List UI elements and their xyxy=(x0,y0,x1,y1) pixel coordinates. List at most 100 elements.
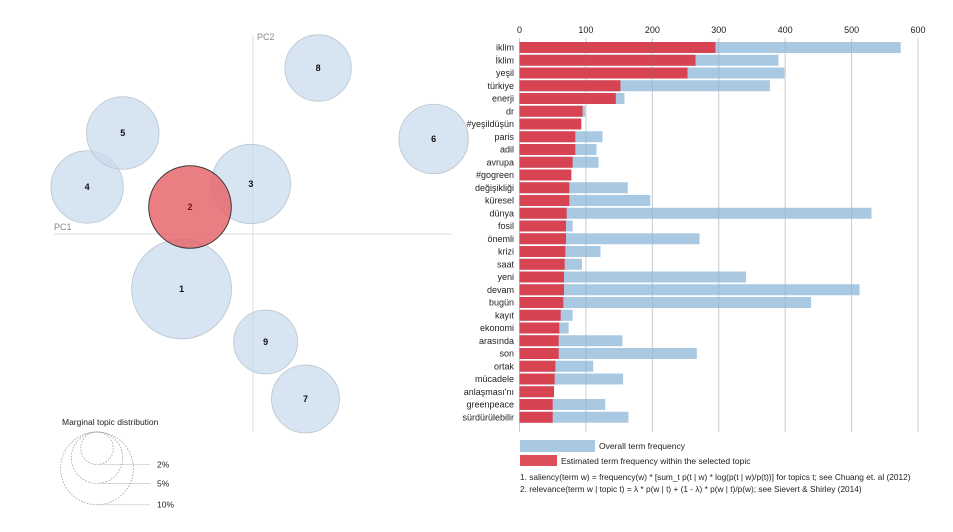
bar-overall[interactable] xyxy=(519,348,697,359)
term-label[interactable]: #gogreen xyxy=(476,170,514,180)
bar-topic[interactable] xyxy=(519,246,566,257)
term-label[interactable]: kayıt xyxy=(495,310,515,320)
term-row[interactable]: yeşil xyxy=(496,67,785,79)
bar-overall[interactable] xyxy=(519,271,746,283)
bar-topic[interactable] xyxy=(519,195,570,206)
term-row[interactable]: değişikliği xyxy=(475,182,628,194)
topic-bubble-1[interactable]: 1 xyxy=(131,238,232,340)
term-row[interactable]: anlaşması'nı xyxy=(464,386,555,398)
bar-topic[interactable] xyxy=(519,169,572,181)
term-row[interactable]: ortak xyxy=(494,360,594,372)
term-row[interactable]: arasında xyxy=(479,335,623,347)
bar-topic[interactable] xyxy=(519,182,570,194)
term-label[interactable]: #yeşildüşün xyxy=(466,119,514,129)
bar-topic[interactable] xyxy=(519,233,566,245)
bar-topic[interactable] xyxy=(519,335,559,347)
bar-topic[interactable] xyxy=(519,42,716,53)
term-row[interactable]: #gogreen xyxy=(476,169,572,181)
term-label[interactable]: küresel xyxy=(485,196,514,206)
bar-overall[interactable] xyxy=(519,195,651,206)
term-label[interactable]: sürdürülebilir xyxy=(462,412,514,422)
bar-topic[interactable] xyxy=(519,54,696,66)
bar-topic[interactable] xyxy=(519,144,576,155)
term-label[interactable]: adil xyxy=(500,145,514,155)
term-row[interactable]: dünya xyxy=(489,207,872,219)
topic-bubble-5[interactable]: 5 xyxy=(86,96,160,170)
topic-circle[interactable] xyxy=(50,150,124,224)
bar-overall[interactable] xyxy=(519,207,872,219)
topic-bubble-2[interactable]: 2 xyxy=(148,165,232,249)
term-row[interactable]: #yeşildüşün xyxy=(466,118,582,130)
term-label[interactable]: türkiye xyxy=(487,81,514,91)
bar-topic[interactable] xyxy=(519,348,559,359)
topic-bubble-6[interactable]: 6 xyxy=(398,103,469,175)
bar-overall[interactable] xyxy=(519,335,623,347)
bar-topic[interactable] xyxy=(519,93,616,104)
bar-topic[interactable] xyxy=(519,386,555,398)
term-label[interactable]: önemli xyxy=(487,234,514,244)
bar-overall[interactable] xyxy=(519,182,628,194)
term-row[interactable]: önemli xyxy=(487,233,700,245)
term-row[interactable]: küresel xyxy=(485,195,651,206)
topic-circle[interactable] xyxy=(148,165,232,249)
bar-overall[interactable] xyxy=(519,284,860,296)
topic-bubble-9[interactable]: 9 xyxy=(233,309,298,375)
term-row[interactable]: fosil xyxy=(498,220,573,232)
term-label[interactable]: arasında xyxy=(479,336,514,346)
term-label[interactable]: dr xyxy=(506,106,514,116)
bar-topic[interactable] xyxy=(519,399,553,410)
bar-topic[interactable] xyxy=(519,271,564,283)
topic-bubble-7[interactable]: 7 xyxy=(271,364,340,434)
bar-topic[interactable] xyxy=(519,131,576,143)
term-row[interactable]: saat xyxy=(497,258,582,270)
term-row[interactable]: türkiye xyxy=(487,80,770,92)
term-label[interactable]: dünya xyxy=(489,208,514,218)
topic-circle[interactable] xyxy=(86,96,160,170)
topic-bubble-4[interactable]: 4 xyxy=(50,150,124,224)
term-row[interactable]: enerji xyxy=(492,93,625,104)
term-row[interactable]: dr xyxy=(506,105,586,117)
term-label[interactable]: fosil xyxy=(498,221,514,231)
term-row[interactable]: son xyxy=(499,348,697,359)
bar-topic[interactable] xyxy=(519,360,556,372)
bar-topic[interactable] xyxy=(519,105,583,117)
topic-circle[interactable] xyxy=(271,364,340,434)
term-label[interactable]: İklim xyxy=(496,55,515,65)
bar-topic[interactable] xyxy=(519,207,567,219)
topic-bubble-8[interactable]: 8 xyxy=(284,34,352,102)
bar-topic[interactable] xyxy=(519,297,564,308)
bar-overall[interactable] xyxy=(519,399,606,410)
term-row[interactable]: adil xyxy=(500,144,597,155)
term-row[interactable]: mücadele xyxy=(475,373,624,385)
bar-topic[interactable] xyxy=(519,156,573,168)
bar-topic[interactable] xyxy=(519,322,560,334)
bar-topic[interactable] xyxy=(519,67,688,79)
bar-topic[interactable] xyxy=(519,284,564,296)
term-label[interactable]: devam xyxy=(487,285,514,295)
bar-topic[interactable] xyxy=(519,411,553,423)
bar-topic[interactable] xyxy=(519,220,566,232)
term-row[interactable]: iklim xyxy=(496,42,901,53)
term-label[interactable]: krizi xyxy=(498,247,514,257)
bar-overall[interactable] xyxy=(519,411,629,423)
bar-overall[interactable] xyxy=(519,297,812,308)
bar-topic[interactable] xyxy=(519,258,565,270)
term-label[interactable]: enerji xyxy=(492,94,514,104)
term-row[interactable]: devam xyxy=(487,284,860,296)
bar-topic[interactable] xyxy=(519,118,582,130)
term-label[interactable]: yeşil xyxy=(496,68,514,78)
term-row[interactable]: sürdürülebilir xyxy=(462,411,629,423)
bar-overall[interactable] xyxy=(519,80,770,92)
term-row[interactable]: bugün xyxy=(489,297,812,308)
topic-circle[interactable] xyxy=(284,34,352,102)
bar-overall[interactable] xyxy=(519,360,594,372)
term-label[interactable]: yeni xyxy=(497,272,514,282)
bar-topic[interactable] xyxy=(519,80,621,92)
bar-topic[interactable] xyxy=(519,309,561,321)
term-label[interactable]: değişikliği xyxy=(475,183,514,193)
term-row[interactable]: krizi xyxy=(498,246,601,257)
topic-circle[interactable] xyxy=(398,103,469,175)
term-label[interactable]: ekonomi xyxy=(480,323,514,333)
term-label[interactable]: bugün xyxy=(489,298,514,308)
term-row[interactable]: avrupa xyxy=(486,156,599,168)
